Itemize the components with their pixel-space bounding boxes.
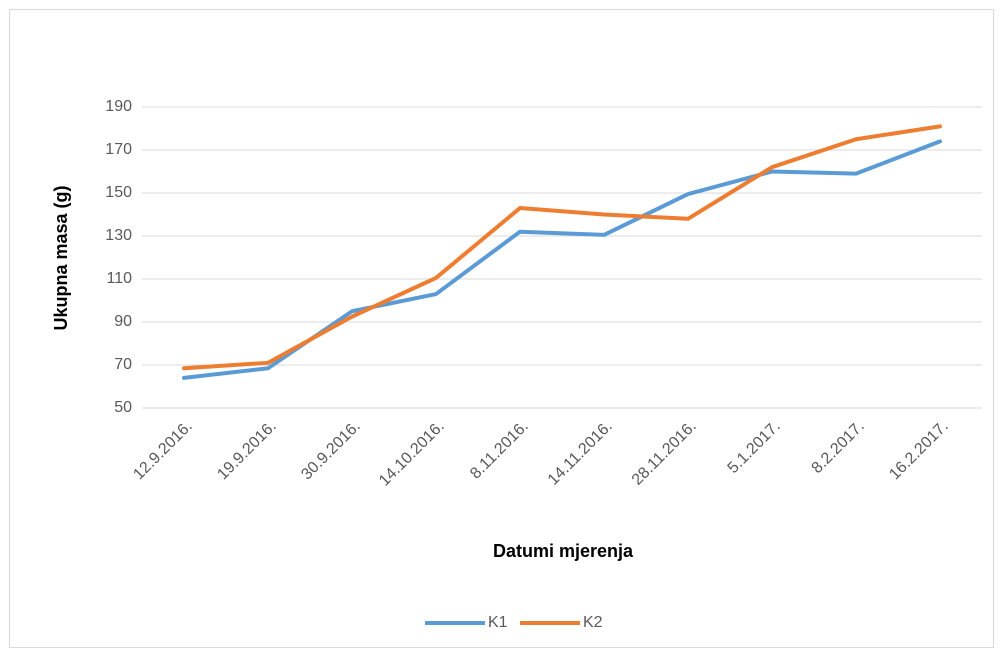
y-tick-label: 150 [105,184,132,201]
y-tick-label: 50 [114,399,132,416]
legend-label: K1 [488,614,508,631]
series-line [182,124,942,371]
y-axis-title: Ukupna masa (g) [51,185,71,330]
y-tick-label: 170 [105,141,132,158]
y-tick-label: 90 [114,313,132,330]
legend-label: K2 [583,614,603,631]
y-tick-label: 110 [106,270,132,287]
y-tick-label: 70 [114,356,132,373]
chart-frame [9,9,994,648]
x-axis-title: Datumi mjerenja [493,541,634,561]
y-tick-label: 190 [105,98,132,115]
y-tick-label: 130 [105,227,132,244]
